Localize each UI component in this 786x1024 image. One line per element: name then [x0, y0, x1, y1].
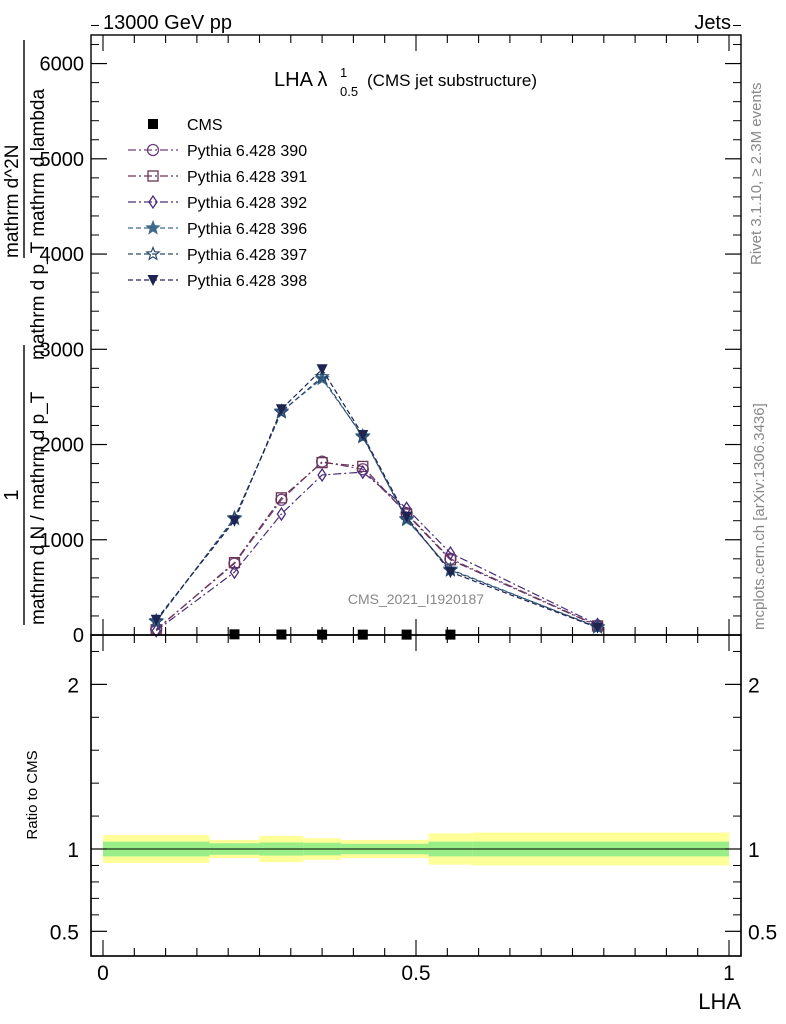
- series-3: [151, 464, 603, 638]
- ylabel-denominator: mathrm d N / mathrm d p_T: [28, 391, 49, 625]
- main-ytick-label: 4000: [40, 244, 85, 266]
- header-right-label: Jets: [694, 12, 731, 34]
- series-point: [592, 622, 604, 634]
- ratio-xtick-label: 0.5: [401, 962, 430, 985]
- series-point: [314, 368, 330, 384]
- main-ytick-label: 6000: [40, 54, 85, 76]
- series-point: [148, 194, 158, 210]
- title-sup: 1: [340, 65, 347, 80]
- series-point: [150, 614, 162, 626]
- legend-entry-5: Pythia 6.428 397: [128, 245, 307, 264]
- legend: CMS Pythia 6.428 390 Pythia 6.428 391 Pythi…: [128, 117, 307, 290]
- legend-label: Pythia 6.428 398: [187, 273, 307, 290]
- series-point: [228, 556, 241, 569]
- series-line: [155, 376, 598, 628]
- main-ylabel: 1 mathrm d N / mathrm d p_T mathrm d^2N …: [1, 40, 49, 625]
- main-ytick-label: 1000: [40, 530, 85, 552]
- series-point: [145, 219, 161, 235]
- series-point: [316, 364, 328, 376]
- ratio-ytick-label: 2: [67, 674, 79, 697]
- legend-entry-2: Pythia 6.428 391: [128, 169, 307, 186]
- title-main: LHA λ: [274, 69, 327, 91]
- main-ytick-label: 3000: [40, 339, 85, 361]
- header-left-label: 13000 GeV pp: [103, 12, 232, 34]
- legend-label: Pythia 6.428 396: [187, 221, 307, 238]
- series-1: [150, 455, 604, 636]
- series-point: [147, 275, 159, 286]
- series-6: [150, 364, 604, 634]
- series-point: [145, 245, 161, 261]
- legend-label: Pythia 6.428 397: [187, 247, 307, 264]
- ratio-y-axis: 0.5 0.5 1 1 2 2: [50, 650, 777, 944]
- series-point: [445, 545, 456, 561]
- ratio-ytick-label: 1: [67, 839, 79, 862]
- ratio-x-axis: 0 0.5 1: [97, 635, 735, 985]
- ratio-ytick-label-right: 0.5: [748, 921, 777, 944]
- legend-entry-6: Pythia 6.428 398: [128, 273, 307, 290]
- series-point: [317, 467, 327, 483]
- ratio-ylabel: Ratio to CMS: [24, 750, 41, 839]
- series-point: [444, 567, 456, 579]
- mcplots-label: mcplots.cern.ch [arXiv:1306.3436]: [751, 403, 768, 630]
- series-point: [358, 464, 368, 480]
- legend-entry-4: Pythia 6.428 396: [128, 219, 307, 238]
- series-point: [228, 515, 240, 527]
- series-point: [275, 404, 287, 416]
- legend-entry-0: CMS: [148, 117, 223, 134]
- series-point: [276, 506, 287, 522]
- title-tail: (CMS jet substructure): [367, 71, 537, 90]
- main-ytick-label: 0: [73, 625, 84, 647]
- rivet-label: Rivet 3.1.10, ≥ 2.3M events: [748, 83, 765, 266]
- legend-label: Pythia 6.428 391: [187, 169, 307, 186]
- ratio-xtick-label: 0: [97, 962, 109, 985]
- series-point: [357, 430, 369, 441]
- main-series-group: [148, 364, 606, 640]
- legend-label: CMS: [187, 117, 223, 134]
- series-point: [151, 623, 161, 638]
- ratio-ytick-label-right: 2: [748, 674, 760, 697]
- legend-label: Pythia 6.428 392: [187, 195, 307, 212]
- ratio-plot-frame: [90, 634, 742, 957]
- main-ytick-label: 2000: [40, 435, 85, 457]
- series-point: [275, 492, 288, 504]
- main-x-ticks: [102, 35, 730, 635]
- chart-title: LHA λ 1 0.5 (CMS jet substructure): [274, 65, 537, 99]
- series-point: [146, 143, 160, 157]
- cms-point: [148, 119, 158, 129]
- ylabel-right-denominator: mathrm d p_T mathrm d lambda: [28, 89, 49, 360]
- legend-entry-1: Pythia 6.428 390: [128, 143, 307, 160]
- main-ytick-label: 5000: [40, 149, 85, 171]
- svg-text:LHA λ: LHA λ: [274, 69, 327, 91]
- series-line: [155, 368, 598, 629]
- series-point: [357, 460, 369, 473]
- series-line: [155, 461, 598, 630]
- analysis-watermark: CMS_2021_I1920187: [348, 591, 484, 607]
- x-axis-label: LHA: [698, 989, 741, 1014]
- ratio-ytick-label-right: 1: [748, 839, 760, 862]
- series-line: [155, 461, 598, 631]
- series-point: [147, 170, 159, 182]
- legend-entry-3: Pythia 6.428 392: [128, 194, 307, 212]
- ratio-xtick-label: 1: [723, 962, 735, 985]
- series-point: [401, 511, 413, 523]
- ratio-ytick-label: 0.5: [50, 921, 79, 944]
- legend-label: Pythia 6.428 390: [187, 143, 307, 160]
- series-point: [316, 456, 328, 469]
- main-y-axis: 0 1000 2000 3000 4000 5000 6000: [40, 24, 741, 647]
- series-point: [229, 564, 240, 580]
- ylabel-right-numerator: mathrm d^2N: [2, 145, 23, 258]
- ratio-plot-frame-top: [90, 634, 742, 957]
- title-sub: 0.5: [340, 84, 358, 99]
- ylabel-numerator: 1: [1, 489, 23, 500]
